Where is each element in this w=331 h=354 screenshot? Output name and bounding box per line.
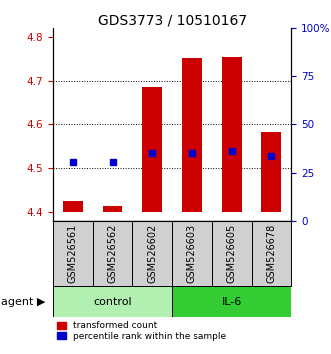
Bar: [103, 206, 122, 212]
Text: GSM526603: GSM526603: [187, 224, 197, 283]
FancyBboxPatch shape: [93, 221, 132, 286]
Text: GSM526602: GSM526602: [147, 224, 157, 283]
FancyBboxPatch shape: [53, 221, 93, 286]
FancyBboxPatch shape: [212, 221, 252, 286]
FancyBboxPatch shape: [172, 221, 212, 286]
Bar: [182, 58, 202, 212]
Text: IL-6: IL-6: [221, 297, 242, 307]
Bar: [63, 201, 83, 212]
Bar: [142, 87, 162, 212]
Title: GDS3773 / 10510167: GDS3773 / 10510167: [98, 13, 247, 27]
FancyBboxPatch shape: [172, 286, 291, 317]
Legend: transformed count, percentile rank within the sample: transformed count, percentile rank withi…: [58, 321, 226, 341]
FancyBboxPatch shape: [252, 221, 291, 286]
Text: GSM526605: GSM526605: [227, 224, 237, 283]
Text: agent ▶: agent ▶: [1, 297, 45, 307]
FancyBboxPatch shape: [53, 286, 172, 317]
Text: GSM526562: GSM526562: [108, 224, 118, 283]
Bar: [222, 57, 242, 212]
Bar: [261, 132, 281, 212]
Text: GSM526678: GSM526678: [266, 224, 276, 283]
Text: GSM526561: GSM526561: [68, 224, 78, 283]
Text: control: control: [93, 297, 132, 307]
FancyBboxPatch shape: [132, 221, 172, 286]
